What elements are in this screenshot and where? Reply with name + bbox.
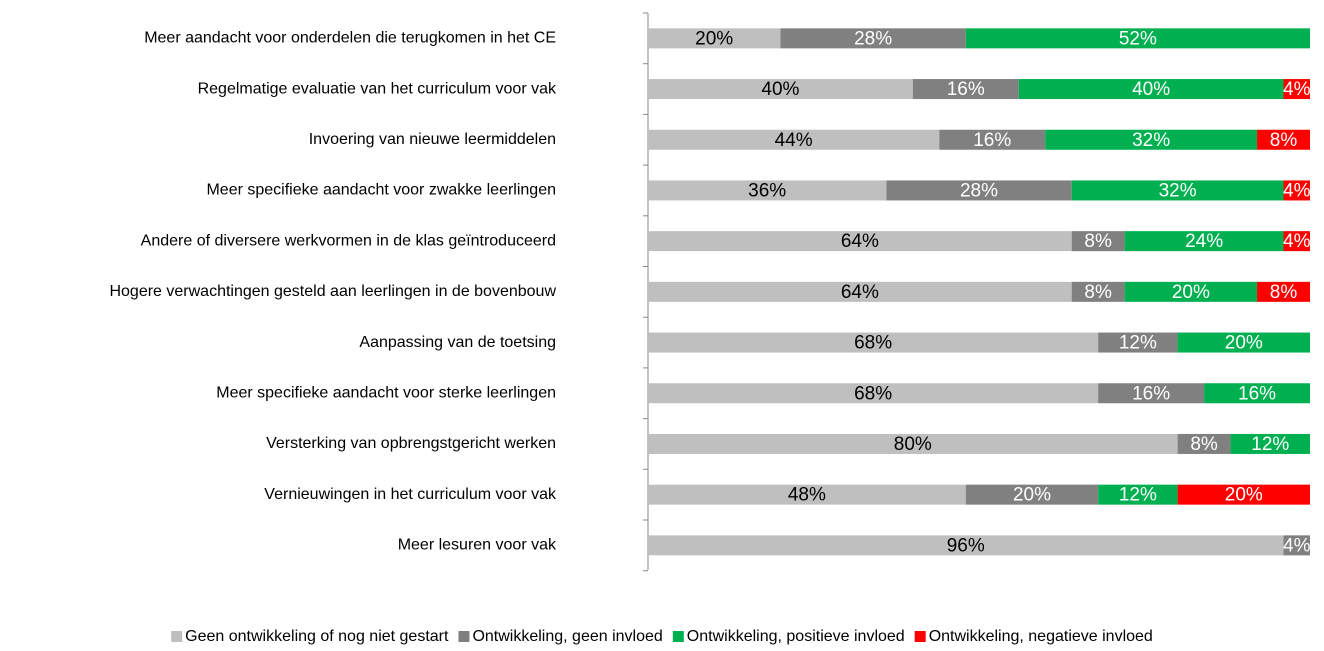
legend-swatch (914, 631, 926, 642)
category-label: Aanpassing van de toetsing (359, 334, 556, 351)
data-label: 4% (1283, 180, 1311, 201)
data-label: 8% (1190, 434, 1218, 455)
bar-segment (1283, 180, 1310, 201)
bar-segment (1018, 79, 1284, 100)
data-label: 20% (1172, 282, 1210, 303)
data-label: 12% (1119, 485, 1157, 506)
bar-segment (965, 484, 1099, 505)
bar-segment (1098, 383, 1205, 404)
bar-segment (1045, 129, 1258, 150)
data-label: 64% (841, 282, 879, 303)
bar-segment (1230, 433, 1310, 454)
data-label: 24% (1185, 231, 1223, 252)
data-label: 20% (1225, 333, 1263, 354)
legend-label: Ontwikkeling, negatieve invloed (929, 628, 1153, 645)
bar-segment (1071, 180, 1284, 201)
bar-segment (1204, 383, 1310, 404)
legend-swatch (171, 631, 183, 642)
bar-segment (1098, 332, 1178, 353)
bar-segment (939, 129, 1046, 150)
bar-segment (648, 281, 1072, 302)
bar-segment (1098, 484, 1178, 505)
bar-segment (780, 28, 966, 49)
data-label: 12% (1119, 333, 1157, 354)
legend-label: Ontwikkeling, positieve invloed (687, 628, 905, 645)
bar-segment (648, 231, 1072, 252)
legend-swatch (672, 631, 684, 642)
category-label: Meer specifieke aandacht voor zwakke lee… (206, 182, 556, 199)
bar-segment (1124, 231, 1284, 252)
bar-segment (1124, 281, 1258, 302)
data-label: 16% (1132, 383, 1170, 404)
data-label: 16% (947, 79, 985, 100)
category-label: Meer lesuren voor vak (398, 537, 557, 554)
legend-label: Geen ontwikkeling of nog niet gestart (185, 628, 449, 645)
bar-segment (1177, 433, 1231, 454)
category-label: Vernieuwingen in het curriculum voor vak (264, 486, 557, 503)
data-label: 68% (854, 383, 892, 404)
bar-segment (1071, 281, 1125, 302)
data-label: 16% (973, 130, 1011, 151)
data-label: 68% (854, 333, 892, 354)
bar-segment (1177, 484, 1310, 505)
data-label: 32% (1132, 130, 1170, 151)
data-label: 44% (775, 130, 813, 151)
data-label: 8% (1084, 282, 1112, 303)
bar-segment (648, 484, 966, 505)
bar-segment (1283, 535, 1310, 556)
bar-segment (648, 79, 913, 100)
bar-segment (1283, 231, 1310, 252)
bar-segment (1177, 332, 1310, 353)
data-label: 20% (1225, 485, 1263, 506)
bar-segment (1071, 231, 1125, 252)
bar-segment (648, 433, 1178, 454)
data-label: 52% (1119, 28, 1157, 49)
bar-segment (886, 180, 1072, 201)
data-label: 4% (1283, 535, 1311, 556)
bar-segment (1257, 129, 1310, 150)
data-label: 28% (854, 28, 892, 49)
category-label: Regelmatige evaluatie van het curriculum… (198, 80, 557, 97)
bar-segment (648, 332, 1099, 353)
data-label: 20% (695, 28, 733, 49)
data-label: 28% (960, 180, 998, 201)
data-label: 16% (1238, 383, 1276, 404)
data-label: 32% (1159, 180, 1197, 201)
category-label: Meer aandacht voor onderdelen die terugk… (144, 30, 556, 47)
data-label: 64% (841, 231, 879, 252)
category-label: Hogere verwachtingen gesteld aan leerlin… (109, 283, 556, 300)
category-label: Versterking van opbrengstgericht werken (266, 435, 556, 452)
bar-segment (648, 535, 1284, 556)
bar-segment (648, 383, 1099, 404)
data-label: 96% (947, 535, 985, 556)
bar-segment (1283, 79, 1310, 100)
bar-segment (1257, 281, 1310, 302)
bar-segment (648, 180, 887, 201)
data-label: 40% (761, 79, 799, 100)
data-label: 8% (1270, 282, 1298, 303)
data-label: 8% (1270, 130, 1298, 151)
data-label: 20% (1013, 485, 1051, 506)
category-label: Andere of diversere werkvormen in de kla… (141, 232, 556, 249)
bar-segment (648, 129, 940, 150)
legend-label: Ontwikkeling, geen invloed (472, 628, 662, 645)
data-label: 12% (1251, 434, 1289, 455)
data-label: 4% (1283, 231, 1311, 252)
data-label: 40% (1132, 79, 1170, 100)
data-label: 48% (788, 485, 826, 506)
data-label: 80% (894, 434, 932, 455)
bar-segment (965, 28, 1310, 49)
bar-segment (912, 79, 1019, 100)
category-label: Meer specifieke aandacht voor sterke lee… (216, 384, 556, 401)
data-label: 8% (1084, 231, 1112, 252)
category-label: Invoering van nieuwe leermiddelen (309, 131, 556, 148)
data-label: 4% (1283, 79, 1311, 100)
data-label: 36% (748, 180, 786, 201)
bar-segment (648, 28, 781, 49)
legend-swatch (458, 631, 470, 642)
